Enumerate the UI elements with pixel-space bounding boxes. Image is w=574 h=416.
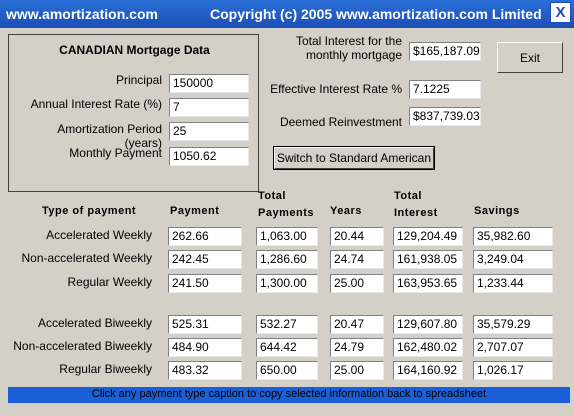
- payment-regular-biweekly[interactable]: 483.32: [168, 361, 242, 380]
- header-total-payments-line1: Total: [258, 190, 286, 202]
- header-total-interest-line2: Interest: [394, 207, 438, 219]
- exit-button[interactable]: Exit: [497, 42, 563, 73]
- row-label-accelerated-biweekly[interactable]: Accelerated Biweekly: [37, 316, 152, 330]
- total-interest-accelerated-weekly[interactable]: 129,204.49: [393, 227, 463, 246]
- row-label-non-accelerated-biweekly[interactable]: Non-accelerated Biweekly: [13, 339, 152, 353]
- status-bar: Click any payment type caption to copy s…: [8, 387, 570, 403]
- header-total-payments-line2: Payments: [258, 207, 314, 219]
- total-interest-non-accelerated-biweekly[interactable]: 162,480.02: [393, 338, 463, 357]
- effective-rate-field[interactable]: 7.1225: [409, 80, 481, 99]
- total-payments-non-accelerated-biweekly[interactable]: 644.42: [256, 338, 318, 357]
- row-label-regular-weekly[interactable]: Regular Weekly: [67, 275, 152, 289]
- savings-regular-weekly[interactable]: 1,233.44: [473, 274, 553, 293]
- payment-non-accelerated-biweekly[interactable]: 484.90: [168, 338, 242, 357]
- window-title-copyright: Copyright (c) 2005 www.amortization.com …: [210, 6, 542, 22]
- savings-non-accelerated-biweekly[interactable]: 2,707.07: [473, 338, 553, 357]
- total-interest-regular-weekly[interactable]: 163,953.65: [393, 274, 463, 293]
- savings-accelerated-biweekly[interactable]: 35,579.29: [473, 315, 553, 334]
- amortization-period-field[interactable]: 25: [169, 122, 249, 141]
- years-non-accelerated-weekly[interactable]: 24.74: [330, 250, 384, 269]
- payment-regular-weekly[interactable]: 241.50: [168, 274, 242, 293]
- header-type-of-payment: Type of payment: [42, 205, 137, 217]
- total-interest-field[interactable]: $165,187.09: [409, 42, 481, 61]
- total-payments-regular-weekly[interactable]: 1,300.00: [256, 274, 318, 293]
- mortgage-data-panel: CANADIAN Mortgage Data: [8, 34, 259, 192]
- total-payments-accelerated-biweekly[interactable]: 532.27: [256, 315, 318, 334]
- total-interest-regular-biweekly[interactable]: 164,160.92: [393, 361, 463, 380]
- total-interest-label-line2: monthly mortgage: [305, 48, 402, 62]
- years-regular-weekly[interactable]: 25.00: [330, 274, 384, 293]
- savings-regular-biweekly[interactable]: 1,026.17: [473, 361, 553, 380]
- row-label-regular-biweekly[interactable]: Regular Biweekly: [59, 362, 152, 376]
- amortization-period-label: Amortization Period (years): [57, 122, 162, 150]
- interest-rate-field[interactable]: 7: [169, 98, 249, 117]
- payment-non-accelerated-weekly[interactable]: 242.45: [168, 250, 242, 269]
- total-payments-non-accelerated-weekly[interactable]: 1,286.60: [256, 250, 318, 269]
- deemed-reinvestment-field[interactable]: $837,739.03: [409, 107, 481, 126]
- header-savings: Savings: [474, 205, 520, 217]
- deemed-reinvestment-label: Deemed Reinvestment: [279, 115, 402, 129]
- monthly-payment-field[interactable]: 1050.62: [169, 147, 249, 166]
- total-interest-label-line1: Total Interest for the: [295, 34, 402, 48]
- row-label-non-accelerated-weekly[interactable]: Non-accelerated Weekly: [21, 251, 152, 265]
- window-title-site: www.amortization.com: [6, 6, 158, 22]
- total-interest-label: Total Interest for the monthly mortgage: [270, 34, 402, 62]
- panel-title: CANADIAN Mortgage Data: [59, 43, 210, 57]
- savings-accelerated-weekly[interactable]: 35,982.60: [473, 227, 553, 246]
- total-interest-accelerated-biweekly[interactable]: 129,607.80: [393, 315, 463, 334]
- principal-field[interactable]: 150000: [169, 74, 249, 93]
- header-years: Years: [330, 205, 362, 217]
- header-total-interest-line1: Total: [394, 190, 422, 202]
- years-regular-biweekly[interactable]: 25.00: [330, 361, 384, 380]
- title-bar: www.amortization.com Copyright (c) 2005 …: [0, 0, 574, 28]
- payment-accelerated-weekly[interactable]: 262.66: [168, 227, 242, 246]
- monthly-payment-label: Monthly Payment: [69, 146, 162, 160]
- total-interest-non-accelerated-weekly[interactable]: 161,938.05: [393, 250, 463, 269]
- effective-rate-label: Effective Interest Rate %: [270, 82, 402, 96]
- total-payments-accelerated-weekly[interactable]: 1,063.00: [256, 227, 318, 246]
- years-accelerated-biweekly[interactable]: 20.47: [330, 315, 384, 334]
- header-payment: Payment: [170, 205, 220, 217]
- header-total-payments: Total Payments: [258, 188, 314, 222]
- switch-standard-american-button[interactable]: Switch to Standard American: [273, 146, 435, 170]
- row-label-accelerated-weekly[interactable]: Accelerated Weekly: [46, 228, 152, 242]
- total-payments-regular-biweekly[interactable]: 650.00: [256, 361, 318, 380]
- close-icon: X: [555, 4, 566, 21]
- principal-label: Principal: [115, 73, 162, 87]
- header-total-interest: Total Interest: [394, 188, 438, 222]
- savings-non-accelerated-weekly[interactable]: 3,249.04: [473, 250, 553, 269]
- years-accelerated-weekly[interactable]: 20.44: [330, 227, 384, 246]
- close-button[interactable]: X: [550, 2, 571, 23]
- years-non-accelerated-biweekly[interactable]: 24.79: [330, 338, 384, 357]
- interest-rate-label: Annual Interest Rate (%): [30, 97, 162, 111]
- payment-accelerated-biweekly[interactable]: 525.31: [168, 315, 242, 334]
